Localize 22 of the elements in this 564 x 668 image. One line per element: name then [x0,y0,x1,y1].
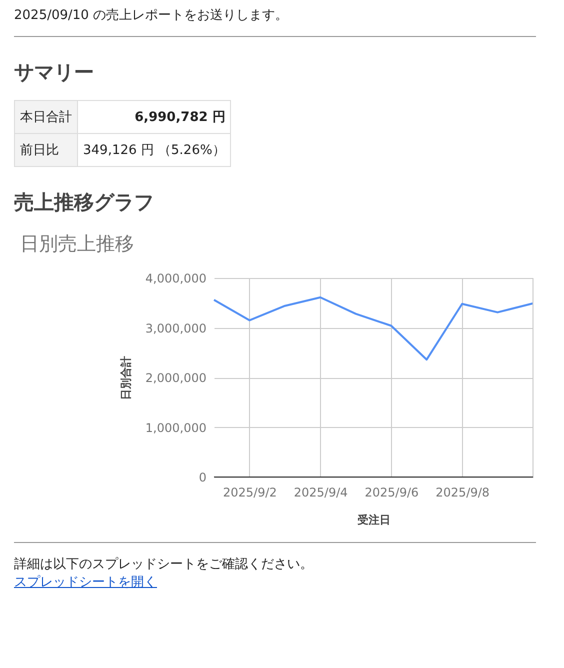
chart-title: 日別売上推移 [20,233,134,255]
x-axis-title: 受注日 [356,514,390,526]
text: 2025/09/10 の売上レポートをお送りします。 [14,7,290,24]
x-tick-label: 2025/9/4 [294,486,348,500]
text: 前日比 [14,134,78,166]
text: 本日合計 [14,100,78,134]
y-tick-label: 2,000,000 [145,371,206,385]
y-tick-label: 3,000,000 [145,321,206,336]
y-axis-title: 日別合計 [119,356,132,400]
x-tick-label: 2025/9/6 [364,486,419,500]
x-tick-label: 2025/9/2 [222,486,277,500]
x-tick-label: 2025/9/8 [436,486,490,500]
y-tick-label: 1,000,000 [145,420,206,435]
text: 6,990,782 円 [78,100,231,134]
text: 349,126 円 （5.26%） [78,134,231,166]
text: 詳細は以下のスプレッドシートをご確認ください。 [14,556,314,573]
y-tick-label: 4,000,000 [145,272,206,286]
line-series [213,296,534,361]
text: サマリー [14,59,95,86]
y-tick-label: 0 [198,470,206,484]
text: 売上推移グラフ [14,189,155,216]
text: スプレッドシートを開く [14,575,157,590]
